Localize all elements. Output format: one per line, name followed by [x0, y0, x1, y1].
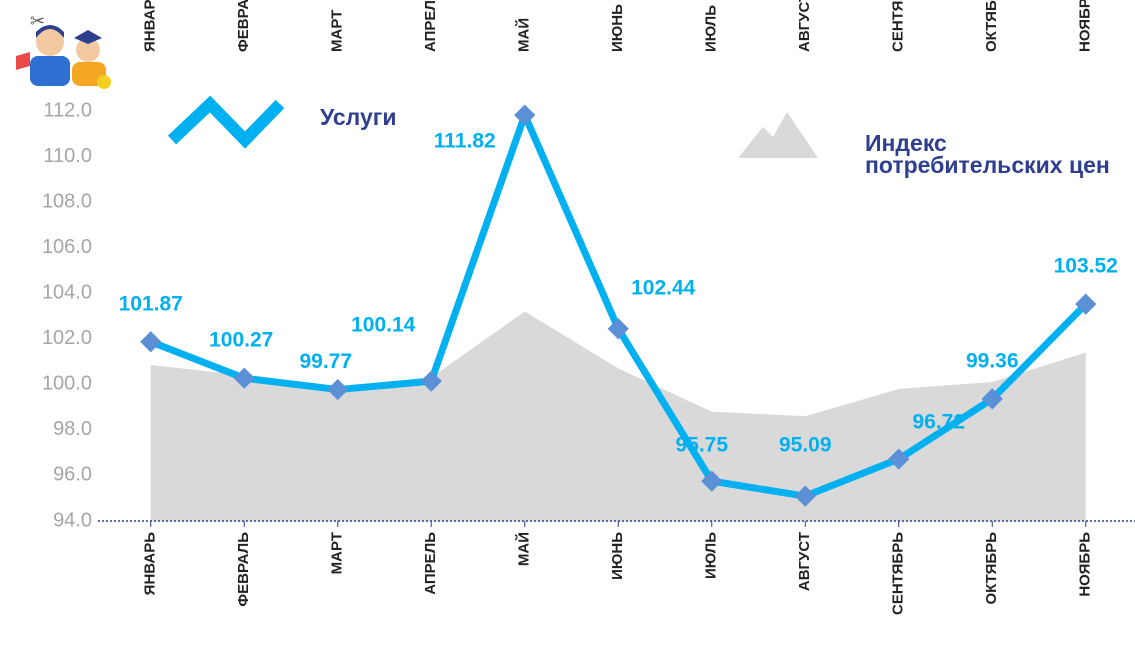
- legend-line-icon: [172, 104, 280, 140]
- marker: [514, 104, 535, 125]
- data-label: 99.36: [966, 349, 1019, 372]
- legend-label: Услуги: [320, 106, 396, 128]
- x-tick-label-top: ИЮНЬ: [609, 4, 626, 52]
- y-tick-label: 108.0: [42, 190, 92, 212]
- x-tick-label-top: МАЙ: [515, 18, 533, 52]
- data-label: 100.14: [351, 314, 416, 337]
- marker: [140, 331, 161, 352]
- x-tick-label: МАРТ: [329, 532, 346, 574]
- legend-label: Индекс потребительских цен: [865, 132, 1125, 176]
- x-tick-label: АПРЕЛЬ: [422, 532, 439, 595]
- x-tick-label: ЯНВАРЬ: [142, 532, 159, 596]
- data-label: 100.27: [209, 329, 273, 352]
- data-label: 96.72: [912, 411, 965, 434]
- y-tick-label: 104.0: [42, 282, 92, 304]
- svg-text:✂: ✂: [30, 11, 45, 31]
- y-tick-label: 112.0: [43, 99, 92, 121]
- x-tick-label-top: МАРТ: [329, 10, 346, 52]
- data-label: 95.75: [675, 434, 728, 457]
- x-tick-label-top: ОКТЯБРЬ: [983, 0, 1000, 52]
- x-tick-label: СЕНТЯБРЬ: [890, 532, 907, 615]
- chart: ✂ 94.0 96.0 98.0 100.0 102.0 104.0 106.0 108.0 1…: [0, 0, 1135, 649]
- page: {"chart_data": {"type": "line", "categor…: [0, 0, 1135, 649]
- data-label: 103.52: [1054, 255, 1118, 278]
- data-label: 101.87: [119, 292, 183, 315]
- y-tick-label: 100.0: [42, 373, 92, 395]
- x-tick-label-top: ЯНВАРЬ: [142, 0, 159, 52]
- x-tick-label-top: ИЮЛЬ: [703, 5, 720, 52]
- x-tick-label: МАЙ: [515, 532, 533, 566]
- x-tick-label: АВГУСТ: [796, 532, 813, 591]
- y-tick-label: 96.0: [53, 464, 92, 486]
- legend-area-icon: [738, 112, 818, 158]
- data-label: 99.77: [299, 350, 352, 373]
- x-tick-label-top: АВГУСТ: [796, 0, 813, 52]
- y-tick-label: 110.0: [43, 145, 92, 167]
- x-tick-label: ФЕВРАЛЬ: [235, 532, 252, 607]
- x-tick-label-top: АПРЕЛЬ: [422, 0, 439, 52]
- icon: ✂: [16, 11, 111, 89]
- x-tick-label: ОКТЯБРЬ: [983, 532, 1000, 605]
- x-tick-label: ИЮЛЬ: [703, 532, 720, 579]
- data-label: 102.44: [631, 276, 696, 299]
- x-tick-label-top: СЕНТЯБРЬ: [890, 0, 907, 52]
- x-tick-label: НОЯБРЬ: [1077, 532, 1094, 597]
- y-tick-label: 106.0: [42, 236, 92, 258]
- y-tick-label: 98.0: [53, 418, 92, 440]
- x-tick-label: ИЮНЬ: [609, 532, 626, 580]
- x-tick-label-top: НОЯБРЬ: [1077, 0, 1094, 52]
- data-label: 95.09: [779, 434, 832, 457]
- x-tick-label-top: ФЕВРАЛЬ: [235, 0, 252, 52]
- y-tick-label: 94.0: [53, 509, 92, 531]
- y-tick-label: 102.0: [42, 327, 92, 349]
- data-label: 111.82: [434, 130, 496, 153]
